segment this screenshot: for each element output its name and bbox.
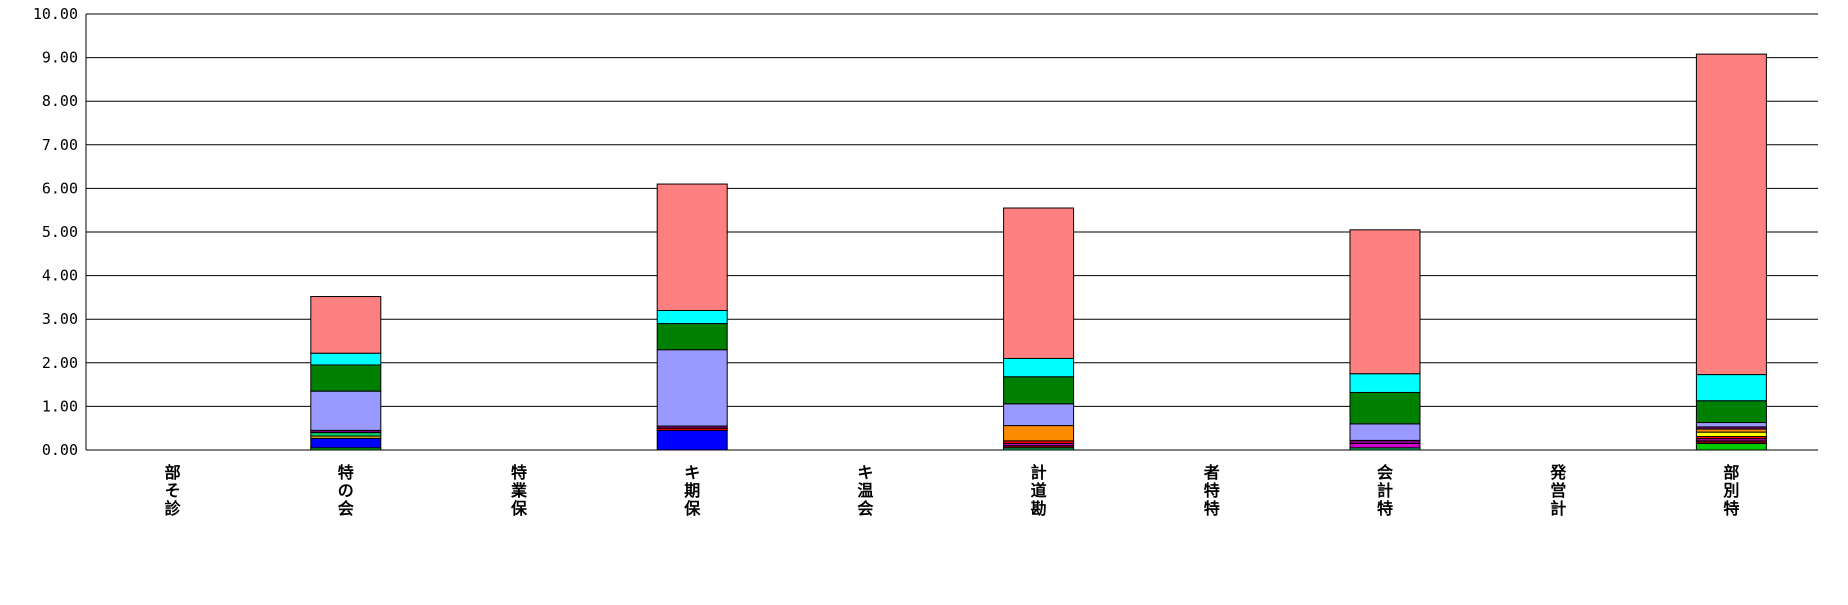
y-tick-label: 10.00 — [33, 5, 78, 23]
bar-segment — [310, 296, 382, 354]
y-tick-label: 0.00 — [42, 441, 78, 459]
bar-segment — [656, 429, 728, 451]
y-tick-label: 6.00 — [42, 179, 78, 197]
x-tick-label: 発営計 — [1549, 463, 1567, 518]
bar-segment — [1695, 374, 1767, 402]
bar-segment — [1003, 207, 1075, 359]
x-tick-label: 会計特 — [1377, 463, 1393, 518]
bar-segment — [656, 323, 728, 351]
x-tick-label: キ期保 — [683, 463, 701, 518]
x-tick-label: 特業保 — [510, 463, 528, 518]
bar-segment — [656, 309, 728, 325]
y-tick-label: 4.00 — [42, 267, 78, 285]
y-tick-label: 2.00 — [42, 354, 78, 372]
x-tick-label: 部そ診 — [165, 463, 182, 518]
axes — [85, 14, 1818, 451]
bar-segment — [1349, 442, 1421, 449]
bar-segment — [310, 432, 382, 437]
y-tick-label: 9.00 — [42, 49, 78, 67]
x-axis-ticks: 部そ診 特の会 特業保 キ期保 キ温会 計道勘 者特特 会計特 発営計 部別特 — [165, 463, 1740, 518]
bar-segment — [1695, 431, 1767, 437]
y-tick-label: 7.00 — [42, 136, 78, 154]
bar-segment — [656, 183, 728, 311]
x-tick-label: 計道勘 — [1031, 463, 1047, 518]
bar-segment — [1349, 373, 1421, 393]
x-tick-label: キ温会 — [856, 463, 873, 518]
bar-segment — [1695, 422, 1767, 428]
bar-segment — [310, 390, 382, 431]
bar-segment — [1349, 391, 1421, 425]
bar-segment — [1695, 53, 1767, 376]
y-axis-ticks: 0.00 1.00 2.00 3.00 4.00 5.00 6.00 7.00 8.00 9.00… — [33, 5, 78, 459]
bar-segment — [310, 364, 382, 392]
bar-segment — [1349, 229, 1421, 375]
y-tick-label: 5.00 — [42, 223, 78, 241]
bar-segment — [310, 352, 382, 366]
bar-segment — [1003, 376, 1075, 405]
x-tick-label: 部別特 — [1723, 463, 1739, 518]
bar-segment — [1003, 403, 1075, 427]
y-tick-label: 1.00 — [42, 397, 78, 415]
bar-segment — [1349, 423, 1421, 441]
bars — [310, 53, 1767, 451]
bar-segment — [1003, 425, 1075, 442]
bar-segment — [1695, 400, 1767, 424]
bar-segment — [1003, 357, 1075, 378]
bar-segment — [1695, 442, 1767, 451]
x-tick-label: 者特特 — [1203, 463, 1220, 518]
y-tick-label: 8.00 — [42, 92, 78, 110]
bar-segment — [310, 437, 382, 449]
y-tick-label: 3.00 — [42, 310, 78, 328]
x-tick-label: 特の会 — [338, 463, 354, 518]
bar-segment — [656, 349, 728, 427]
